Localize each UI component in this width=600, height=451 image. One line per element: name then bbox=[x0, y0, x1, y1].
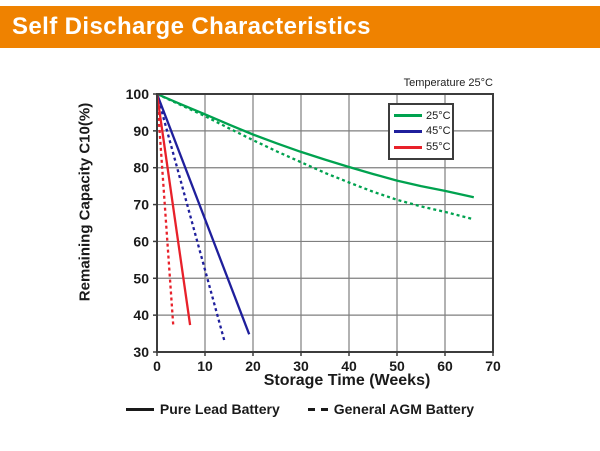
legend-line-swatch bbox=[394, 145, 422, 149]
battery-type-legend-item: General AGM Battery bbox=[307, 401, 475, 417]
x-tick-label: 0 bbox=[153, 358, 161, 374]
x-tick-label: 20 bbox=[245, 358, 261, 374]
legend-label: 25°C bbox=[426, 109, 451, 122]
battery-type-label: Pure Lead Battery bbox=[159, 401, 280, 417]
temperature-legend: 25°C 45°C 55°C bbox=[388, 103, 454, 160]
y-tick-label: 30 bbox=[133, 344, 149, 360]
x-axis-title: Storage Time (Weeks) bbox=[263, 372, 431, 389]
y-tick-label: 40 bbox=[133, 307, 149, 323]
series-45c-pure-lead bbox=[155, 93, 251, 335]
dash bbox=[320, 407, 328, 411]
series-25c-pure-lead bbox=[156, 92, 475, 199]
series-55c-pure-lead bbox=[155, 93, 192, 326]
legend-line-swatch bbox=[394, 114, 422, 118]
series-45c-agm bbox=[155, 93, 226, 343]
legend-label: 55°C bbox=[426, 141, 451, 154]
legend-item: 55°C bbox=[394, 141, 451, 154]
battery-type-legend-item: Pure Lead Battery bbox=[125, 401, 280, 417]
series-55c-agm bbox=[155, 93, 175, 327]
y-axis-title: Remaining Capacity C10(%) bbox=[76, 102, 94, 302]
y-tick-label: 90 bbox=[133, 123, 149, 139]
solid-line-swatch bbox=[125, 407, 154, 411]
x-tick-label: 30 bbox=[293, 358, 309, 374]
plot-border bbox=[156, 93, 494, 353]
legend-label: 45°C bbox=[426, 125, 451, 138]
dashed-line-swatch bbox=[307, 407, 328, 411]
x-tick-label: 60 bbox=[437, 358, 453, 374]
legend-item: 45°C bbox=[394, 125, 451, 138]
x-tick-label: 70 bbox=[485, 358, 501, 374]
page-title: Self Discharge Characteristics bbox=[12, 13, 371, 40]
dash bbox=[307, 407, 315, 411]
x-tick-label: 10 bbox=[197, 358, 213, 374]
y-tick-label: 50 bbox=[133, 270, 149, 286]
y-tick-label: 80 bbox=[133, 160, 149, 176]
battery-type-label: General AGM Battery bbox=[333, 401, 475, 417]
x-tick-label: 40 bbox=[341, 358, 357, 374]
title-banner: Self Discharge Characteristics bbox=[0, 6, 600, 48]
battery-type-legend: Pure Lead Battery General AGM Battery bbox=[0, 401, 600, 417]
legend-line-swatch bbox=[394, 129, 422, 133]
temperature-annotation: Temperature 25°C bbox=[403, 77, 493, 89]
series-25c-agm bbox=[156, 92, 475, 221]
y-tick-label: 70 bbox=[133, 197, 149, 213]
y-tick-label: 60 bbox=[133, 233, 149, 249]
x-tick-label: 50 bbox=[389, 358, 405, 374]
legend-item: 25°C bbox=[394, 109, 451, 122]
y-tick-label: 100 bbox=[126, 86, 150, 102]
